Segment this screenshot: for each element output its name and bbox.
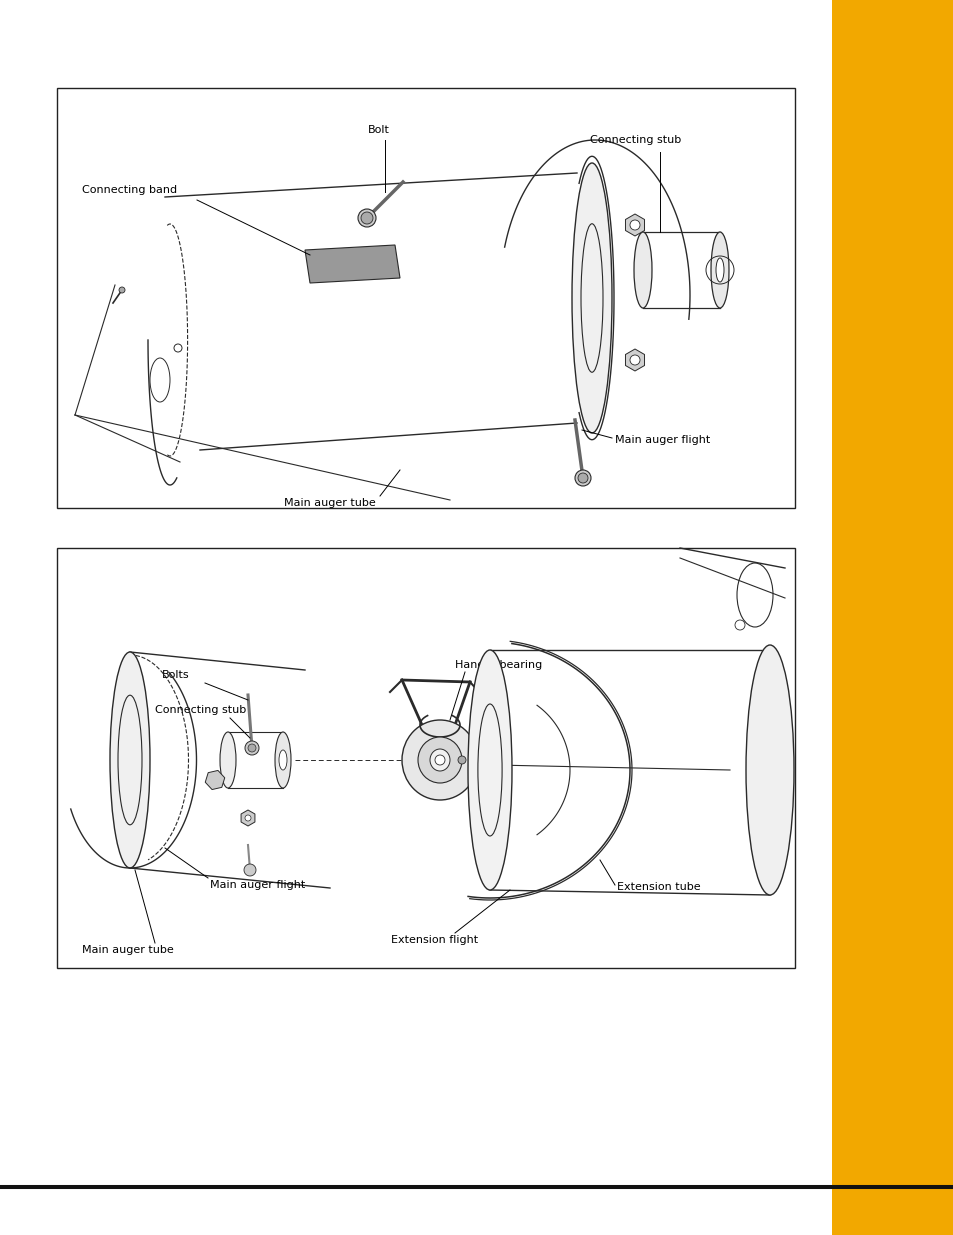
Text: Connecting band: Connecting band [82,185,177,195]
Ellipse shape [274,732,291,788]
Bar [57,88,794,508]
Text: Hanger bearing: Hanger bearing [455,659,541,671]
Ellipse shape [245,815,251,821]
Ellipse shape [248,743,255,752]
Text: Main auger flight: Main auger flight [210,881,305,890]
Ellipse shape [634,232,651,308]
Text: Connecting stub: Connecting stub [154,705,246,715]
Ellipse shape [401,720,477,800]
Ellipse shape [716,258,723,282]
Ellipse shape [710,232,728,308]
Text: Main auger tube: Main auger tube [82,945,173,955]
Ellipse shape [278,750,287,769]
Ellipse shape [457,756,465,764]
Ellipse shape [629,220,639,230]
Text: Bolt: Bolt [368,125,390,135]
Text: Bolts: Bolts [162,671,190,680]
Ellipse shape [435,755,444,764]
Ellipse shape [417,737,461,783]
Ellipse shape [244,864,255,876]
Bar [831,0,953,1235]
Ellipse shape [572,163,612,433]
Ellipse shape [357,209,375,227]
Text: Extension tube: Extension tube [617,882,700,892]
Ellipse shape [578,473,587,483]
Ellipse shape [119,287,125,293]
Ellipse shape [629,354,639,366]
Ellipse shape [220,732,235,788]
Ellipse shape [110,652,150,868]
Polygon shape [305,245,399,283]
Bar [57,548,794,968]
Text: Main auger tube: Main auger tube [284,498,375,508]
Ellipse shape [360,212,373,224]
Ellipse shape [468,650,512,890]
Text: Extension flight: Extension flight [391,935,478,945]
Ellipse shape [430,748,450,771]
Text: Connecting stub: Connecting stub [589,135,680,144]
Ellipse shape [575,471,590,487]
Ellipse shape [245,741,258,755]
Text: Main auger flight: Main auger flight [615,435,709,445]
Ellipse shape [745,645,793,895]
